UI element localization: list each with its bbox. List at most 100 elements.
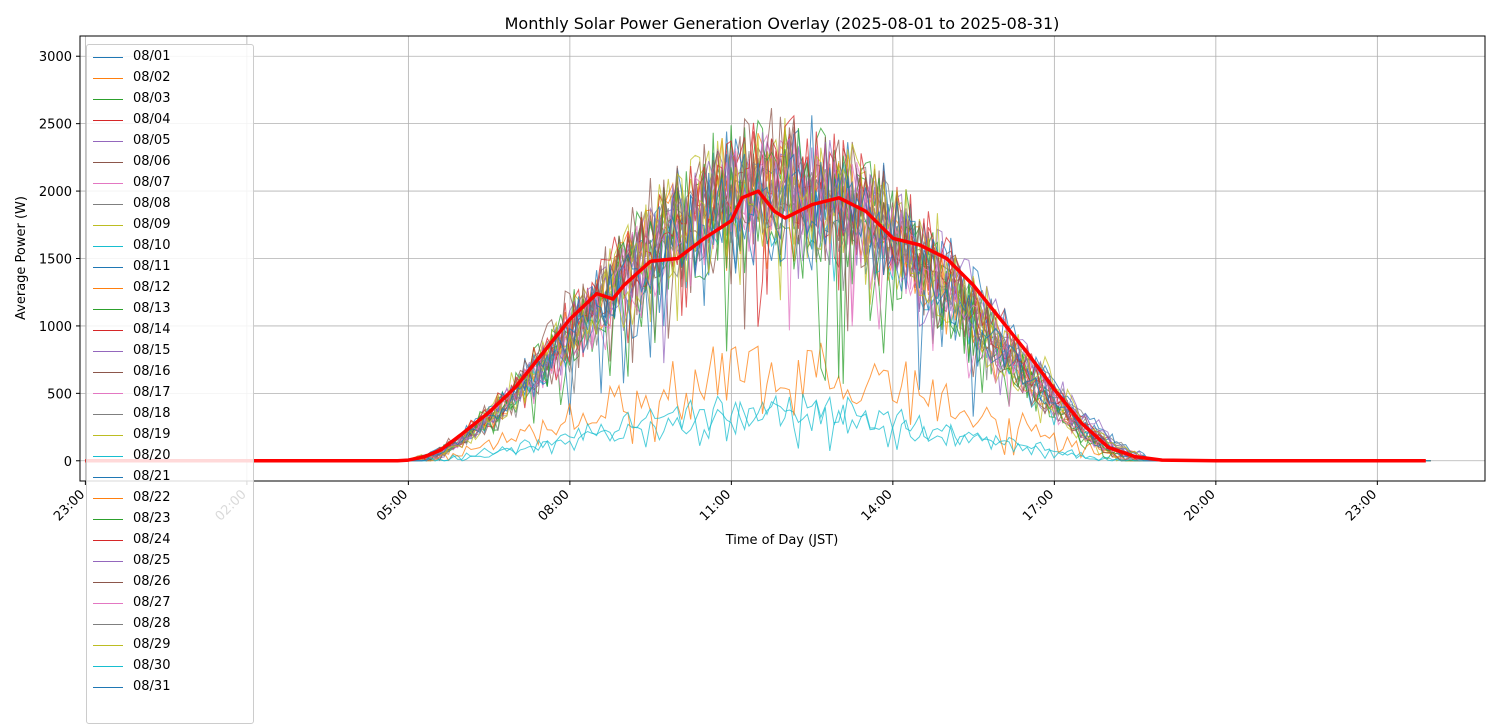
legend-item: 08/06 [87, 152, 247, 173]
legend-label: 08/07 [133, 175, 171, 190]
y-tick-label: 0 [64, 455, 72, 470]
legend-swatch [93, 540, 123, 541]
legend-item: 08/24 [87, 530, 247, 551]
legend-label: 08/16 [133, 364, 171, 379]
legend-item: 08/10 [87, 236, 247, 257]
legend-swatch [93, 183, 123, 184]
chart-legend: 08/01 08/02 08/03 08/04 08/05 08/06 08/07 08/08… [86, 44, 254, 724]
legend-label: 08/02 [133, 70, 171, 85]
legend-swatch [93, 288, 123, 289]
x-tick-label: 05:00 [374, 487, 411, 524]
legend-item: 08/28 [87, 614, 247, 635]
x-tick-label: 08:00 [536, 487, 573, 524]
y-axis-label: Average Power (W) [14, 196, 29, 320]
legend-swatch [93, 456, 123, 457]
y-tick-label: 3000 [39, 50, 72, 65]
legend-item: 08/27 [87, 593, 247, 614]
legend-item: 08/15 [87, 341, 247, 362]
chart-title: Monthly Solar Power Generation Overlay (… [505, 14, 1060, 33]
x-tick-label: 11:00 [697, 487, 734, 524]
legend-label: 08/04 [133, 112, 171, 127]
legend-item: 08/23 [87, 509, 247, 530]
legend-item: 08/01 [87, 47, 247, 68]
legend-label: 08/19 [133, 427, 171, 442]
legend-item: 08/05 [87, 131, 247, 152]
legend-item: 08/14 [87, 320, 247, 341]
legend-label: 08/26 [133, 574, 171, 589]
legend-item: 08/13 [87, 299, 247, 320]
y-axis-ticks: 0 500 1000 1500 2000 2500 3000 [39, 50, 80, 470]
legend-item: 08/02 [87, 68, 247, 89]
legend-label: 08/06 [133, 154, 171, 169]
legend-swatch [93, 687, 123, 688]
legend-swatch [93, 204, 123, 205]
legend-swatch [93, 78, 123, 79]
legend-label: 08/31 [133, 679, 171, 694]
legend-swatch [93, 477, 123, 478]
legend-swatch [93, 414, 123, 415]
legend-item: 08/29 [87, 635, 247, 656]
legend-item: 08/25 [87, 551, 247, 572]
legend-label: 08/20 [133, 448, 171, 463]
x-tick-label: 23:00 [1343, 487, 1380, 524]
y-tick-label: 500 [47, 387, 72, 402]
legend-swatch [93, 666, 123, 667]
legend-item: 08/03 [87, 89, 247, 110]
legend-swatch [93, 267, 123, 268]
legend-label: 08/21 [133, 469, 171, 484]
legend-label: 08/11 [133, 259, 171, 274]
legend-label: 08/01 [133, 49, 171, 64]
legend-swatch [93, 519, 123, 520]
legend-item: 08/09 [87, 215, 247, 236]
legend-label: 08/23 [133, 511, 171, 526]
x-tick-label: 14:00 [859, 487, 896, 524]
legend-label: 08/24 [133, 532, 171, 547]
legend-swatch [93, 99, 123, 100]
legend-swatch [93, 225, 123, 226]
legend-item: 08/31 [87, 677, 247, 698]
legend-label: 08/30 [133, 658, 171, 673]
legend-label: 08/12 [133, 280, 171, 295]
legend-label: 08/15 [133, 343, 171, 358]
legend-swatch [93, 141, 123, 142]
legend-label: 08/28 [133, 616, 171, 631]
y-tick-label: 1500 [39, 253, 72, 268]
solar-overlay-chart: Monthly Solar Power Generation Overlay (… [14, 14, 1486, 548]
legend-item: 08/08 [87, 194, 247, 215]
legend-swatch [93, 603, 123, 604]
legend-swatch [93, 246, 123, 247]
legend-item: 08/16 [87, 362, 247, 383]
legend-label: 08/25 [133, 553, 171, 568]
legend-swatch [93, 351, 123, 352]
x-tick-label: 17:00 [1020, 487, 1057, 524]
legend-item: 08/20 [87, 446, 247, 467]
legend-swatch [93, 561, 123, 562]
legend-label: 08/08 [133, 196, 171, 211]
legend-swatch [93, 120, 123, 121]
legend-label: 08/03 [133, 91, 171, 106]
legend-swatch [93, 498, 123, 499]
legend-swatch [93, 372, 123, 373]
x-axis-label: Time of Day (JST) [725, 533, 839, 548]
legend-swatch [93, 435, 123, 436]
legend-label: 08/10 [133, 238, 171, 253]
legend-item: 08/22 [87, 488, 247, 509]
legend-swatch [93, 393, 123, 394]
average-line [85, 189, 1426, 463]
legend-swatch [93, 582, 123, 583]
legend-label: 08/22 [133, 490, 171, 505]
legend-item: 08/17 [87, 383, 247, 404]
legend-label: 08/27 [133, 595, 171, 610]
legend-item: 08/26 [87, 572, 247, 593]
legend-item: 08/19 [87, 425, 247, 446]
legend-item: 08/04 [87, 110, 247, 131]
legend-swatch [93, 330, 123, 331]
legend-item: 08/12 [87, 278, 247, 299]
legend-label: 08/17 [133, 385, 171, 400]
legend-swatch [93, 624, 123, 625]
legend-swatch [93, 309, 123, 310]
legend-swatch [93, 162, 123, 163]
legend-item: 08/07 [87, 173, 247, 194]
x-tick-label: 23:00 [51, 487, 88, 524]
legend-label: 08/13 [133, 301, 171, 316]
